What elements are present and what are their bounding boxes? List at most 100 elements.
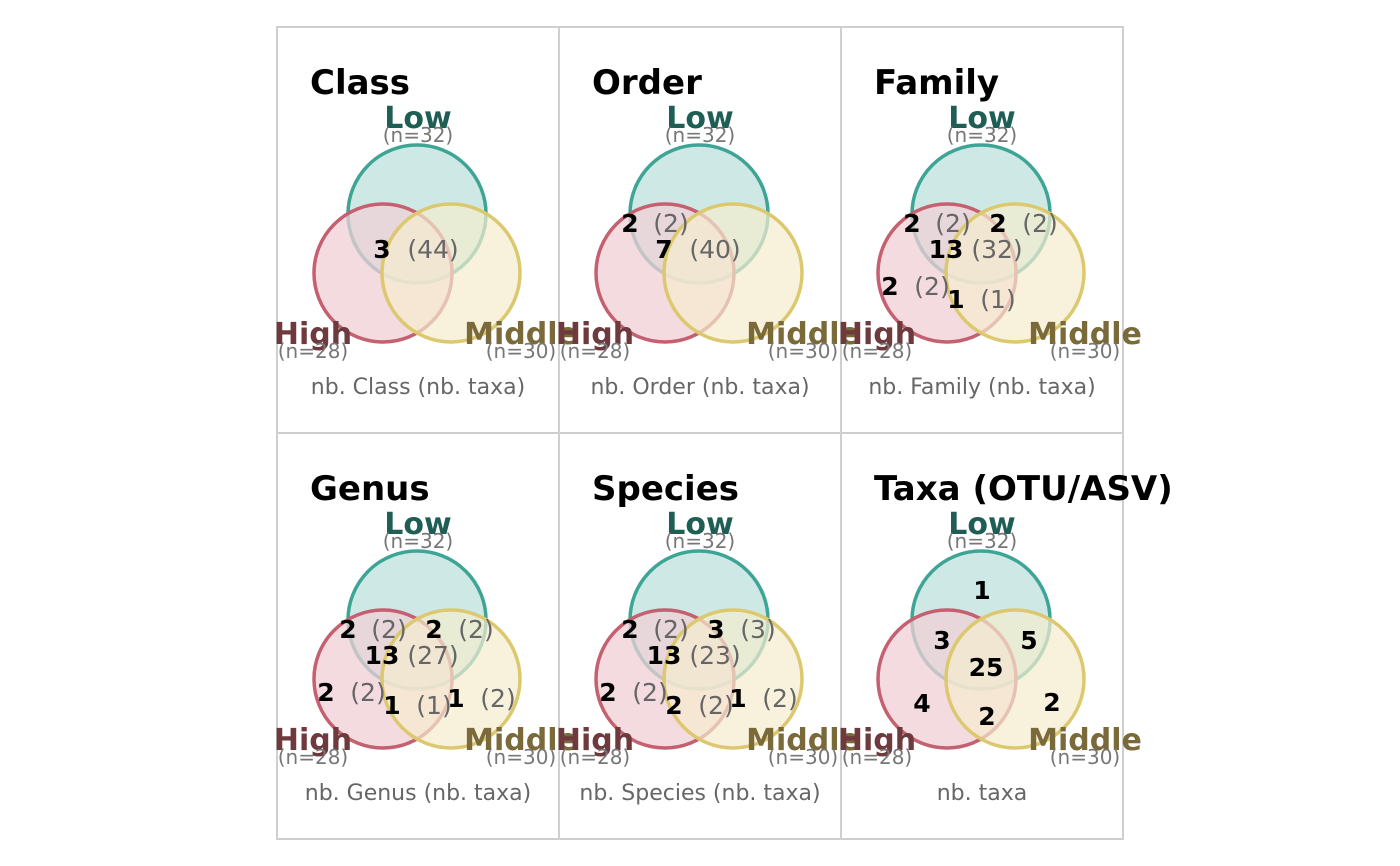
region-count-lhm: 13 bbox=[647, 641, 682, 670]
middle-n: (n=30) bbox=[768, 745, 839, 769]
low-label: Low bbox=[384, 507, 451, 542]
region-count-lm: 3 bbox=[707, 615, 724, 644]
low-label: Low bbox=[666, 507, 733, 542]
region-taxa-lh: (2) bbox=[653, 209, 688, 238]
region-count-lhm: 13 bbox=[929, 235, 964, 264]
region-count-lm: 2 bbox=[989, 209, 1006, 238]
middle-label: Middle bbox=[1028, 723, 1142, 758]
region-count-m: 1 bbox=[447, 684, 464, 713]
high-n: (n=28) bbox=[560, 339, 631, 363]
middle-circle bbox=[380, 202, 522, 344]
region-taxa-lhm: (27) bbox=[407, 641, 458, 670]
high-n: (n=28) bbox=[278, 339, 349, 363]
region-taxa-lhm: (23) bbox=[689, 641, 740, 670]
panel-frame bbox=[840, 432, 1124, 840]
panel-title: Species bbox=[592, 469, 739, 509]
panel-caption: nb. Class (nb. taxa) bbox=[311, 375, 525, 400]
region-count-lhm: 7 bbox=[655, 235, 672, 264]
region-taxa-lhm: (44) bbox=[407, 235, 458, 264]
region-count-lhm: 3 bbox=[373, 235, 390, 264]
region-count-hm: 2 bbox=[978, 702, 995, 731]
low-label: Low bbox=[948, 507, 1015, 542]
high-label: High bbox=[274, 317, 352, 352]
region-count-hm: 1 bbox=[383, 691, 400, 720]
high-n: (n=28) bbox=[842, 745, 913, 769]
region-count-lhm: 13 bbox=[365, 641, 400, 670]
low-n: (n=32) bbox=[383, 123, 454, 147]
region-count-lh: 2 bbox=[903, 209, 920, 238]
panel-title: Order bbox=[592, 63, 702, 103]
region-taxa-h: (2) bbox=[632, 678, 667, 707]
region-count-lh: 2 bbox=[621, 615, 638, 644]
middle-label: Middle bbox=[1028, 317, 1142, 352]
panel-caption: nb. Order (nb. taxa) bbox=[590, 375, 809, 400]
region-count-l: 1 bbox=[973, 576, 990, 605]
panel-title: Taxa (OTU/ASV) bbox=[874, 469, 1173, 509]
middle-n: (n=30) bbox=[486, 745, 557, 769]
panel-title: Genus bbox=[310, 469, 430, 509]
region-taxa-lm: (2) bbox=[1022, 209, 1057, 238]
panel-caption: nb. Family (nb. taxa) bbox=[868, 375, 1095, 400]
region-count-h: 2 bbox=[881, 272, 898, 301]
region-taxa-m: (2) bbox=[480, 684, 515, 713]
region-taxa-lh: (2) bbox=[371, 615, 406, 644]
region-count-h: 4 bbox=[913, 689, 930, 718]
region-count-m: 1 bbox=[729, 684, 746, 713]
high-n: (n=28) bbox=[560, 745, 631, 769]
low-label: Low bbox=[948, 101, 1015, 136]
high-n: (n=28) bbox=[842, 339, 913, 363]
panel-caption: nb. taxa bbox=[937, 781, 1028, 806]
region-count-hm: 1 bbox=[947, 285, 964, 314]
high-n: (n=28) bbox=[278, 745, 349, 769]
region-taxa-lh: (2) bbox=[653, 615, 688, 644]
region-count-lh: 3 bbox=[933, 626, 950, 655]
region-count-lm: 5 bbox=[1020, 626, 1037, 655]
region-count-h: 2 bbox=[599, 678, 616, 707]
region-count-m: 2 bbox=[1043, 688, 1060, 717]
middle-circle bbox=[944, 202, 1086, 344]
middle-n: (n=30) bbox=[1050, 745, 1121, 769]
region-count-lm: 2 bbox=[425, 615, 442, 644]
middle-n: (n=30) bbox=[1050, 339, 1121, 363]
middle-circle bbox=[380, 608, 522, 750]
panel-title: Family bbox=[874, 63, 999, 103]
low-n: (n=32) bbox=[665, 123, 736, 147]
region-count-lhm: 25 bbox=[969, 653, 1004, 682]
low-n: (n=32) bbox=[947, 529, 1018, 553]
low-n: (n=32) bbox=[665, 529, 736, 553]
high-label: High bbox=[838, 317, 916, 352]
middle-circle bbox=[662, 202, 804, 344]
region-taxa-lm: (3) bbox=[740, 615, 775, 644]
region-taxa-lhm: (32) bbox=[971, 235, 1022, 264]
panel-title: Class bbox=[310, 63, 410, 103]
region-count-lh: 2 bbox=[339, 615, 356, 644]
region-count-h: 2 bbox=[317, 678, 334, 707]
middle-circle bbox=[944, 608, 1086, 750]
middle-n: (n=30) bbox=[768, 339, 839, 363]
panel-caption: nb. Species (nb. taxa) bbox=[579, 781, 820, 806]
region-taxa-hm: (2) bbox=[698, 691, 733, 720]
region-count-lh: 2 bbox=[621, 209, 638, 238]
high-label: High bbox=[274, 723, 352, 758]
panel-caption: nb. Genus (nb. taxa) bbox=[305, 781, 532, 806]
middle-n: (n=30) bbox=[486, 339, 557, 363]
region-taxa-m: (2) bbox=[762, 684, 797, 713]
high-label: High bbox=[556, 723, 634, 758]
region-taxa-lh: (2) bbox=[935, 209, 970, 238]
low-n: (n=32) bbox=[947, 123, 1018, 147]
middle-circle bbox=[662, 608, 804, 750]
region-taxa-hm: (1) bbox=[416, 691, 451, 720]
region-taxa-lhm: (40) bbox=[689, 235, 740, 264]
low-n: (n=32) bbox=[383, 529, 454, 553]
region-taxa-h: (2) bbox=[350, 678, 385, 707]
low-label: Low bbox=[666, 101, 733, 136]
region-count-hm: 2 bbox=[665, 691, 682, 720]
panel-taxa-otu-asv: Taxa (OTU/ASV)Low(n=32) High(n=28) Middle(… bbox=[838, 432, 1173, 840]
